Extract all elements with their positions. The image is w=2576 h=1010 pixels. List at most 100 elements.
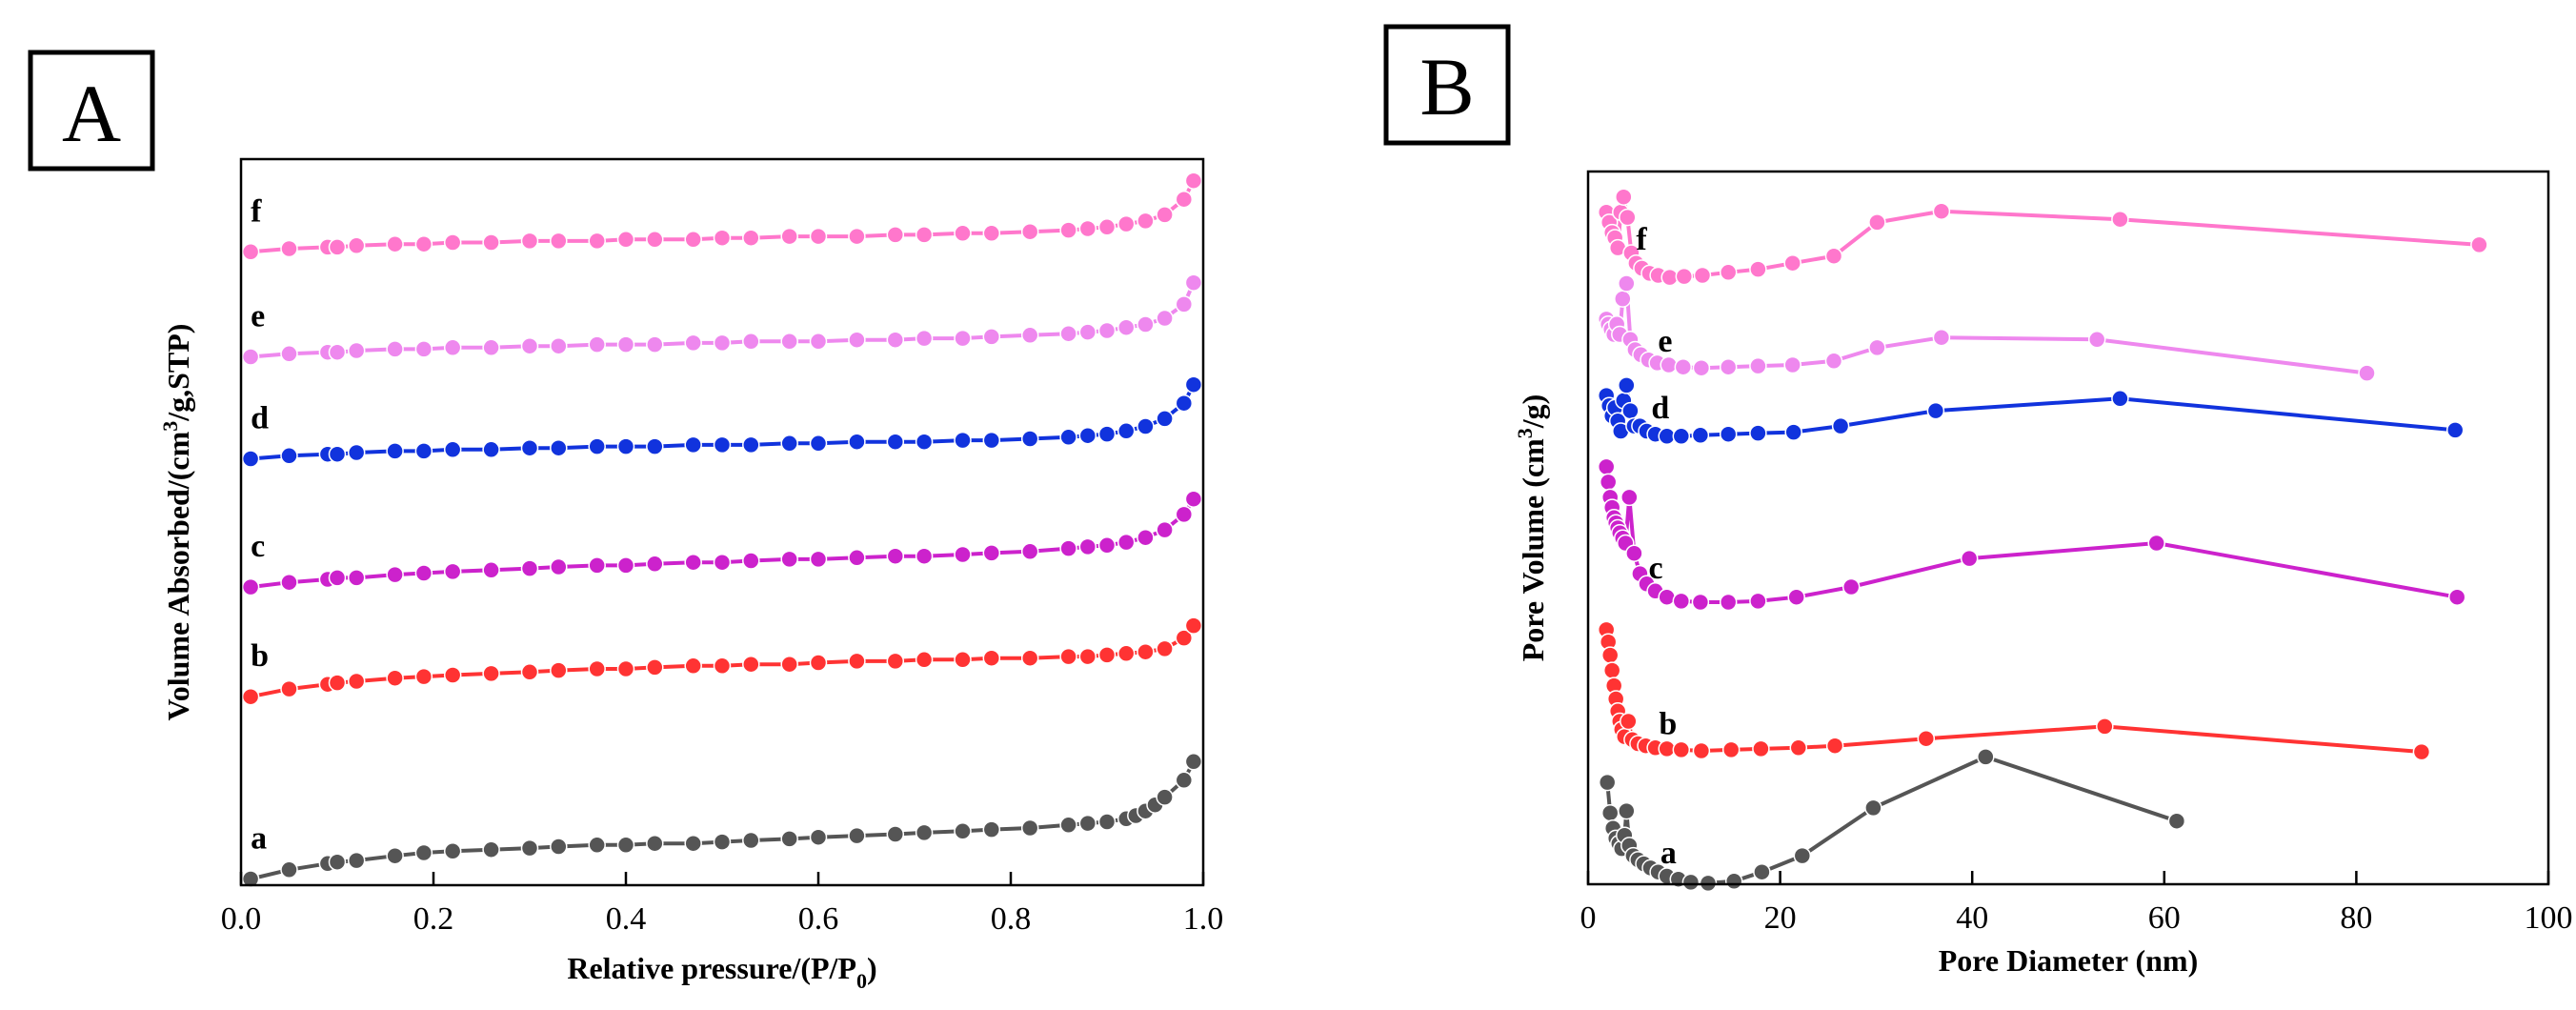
series-a-point [1175,771,1194,790]
series-a-point [482,840,500,858]
series-c-point [414,564,433,582]
series-f-point [1932,202,1951,220]
series-b-point [1789,738,1808,758]
chart-b-pore-distribution: 0 20 40 60 80 100 a b c de f Pore Diameter (nm) P… [1513,170,2573,978]
series-c-point [241,577,260,596]
series-c-point [809,550,828,569]
series-c-point [328,569,347,587]
series-e-point [1618,274,1636,293]
series-d-point [915,433,934,451]
series-b-point [2412,742,2431,761]
series-e-point [1175,295,1194,313]
series-b-point [684,656,702,676]
series-a-point [1753,862,1771,881]
series-c-point [386,565,404,584]
series-a-point [809,828,828,846]
series-f-point [2470,235,2488,254]
chart-a-x-axis-title: Relative pressure/(P/P0) [567,951,876,993]
x-tick-label: 1.0 [1183,901,1224,937]
series-b-point [780,655,798,674]
series-c-point [280,573,298,592]
series-b-point [414,667,433,686]
series-e-point [1184,273,1203,292]
chart-a-series-labels: a b c d e f [251,193,269,856]
series-a-point [1598,773,1617,792]
series-c-point [588,556,606,575]
series-c-point [982,544,1001,562]
series-e-point [915,329,934,348]
series-d-point [1020,430,1039,448]
series-b-point [443,666,462,684]
series-b-point [1721,740,1741,759]
series-a-point [616,836,635,855]
series-d-point [684,435,702,454]
series-c-point [780,550,798,569]
series-e-point [550,336,568,355]
series-d-label: d [251,401,269,436]
series-c-point [1597,457,1616,476]
series-d-point [646,437,664,455]
series-b-point [982,649,1001,667]
series-e-point [2087,331,2106,349]
series-b-point [482,664,500,683]
series-f-point [1619,208,1637,227]
series-c-point [848,549,866,567]
chart-a-marks [241,172,1203,888]
series-a-point [1020,818,1039,838]
series-e-point [1674,357,1693,376]
series-f-point [1719,263,1738,282]
series-b-point [520,663,539,681]
series-a-point [550,838,568,856]
series-f-point [1078,219,1097,238]
series-a-point [1156,788,1174,806]
x-tick-label: 0 [1580,900,1597,936]
series-c-point [1625,544,1643,562]
series-e-point [241,348,260,366]
x-tick-label: 100 [2525,900,2573,936]
series-d-point [520,438,539,457]
series-c-point [1117,533,1136,552]
series-b-point [1672,740,1691,759]
series-d-point [1117,422,1136,440]
chart-a-isotherms: 0.0 0.2 0.4 0.6 0.8 1.0 a b c d e f Relative press… [158,157,1224,993]
series-f-point [742,229,760,247]
series-c-line [1604,466,2458,604]
x-tick-label: 0.4 [606,901,647,937]
series-b-point [2096,717,2114,736]
series-a-point [915,823,934,842]
series-a-point [1618,801,1636,820]
series-b-point [809,654,828,672]
series-f-point [1117,214,1136,233]
series-a-point [328,853,347,871]
series-e-point [1749,356,1767,375]
series-a-label: a [251,821,267,857]
series-e-point [414,340,433,358]
series-a-point [780,830,798,848]
series-e-line [1604,283,2367,375]
series-b-point [347,672,366,691]
series-c-point [742,552,760,570]
series-a-point [742,831,760,850]
series-f-point [1783,253,1801,273]
series-e-point [1059,324,1077,343]
series-a-point [1600,803,1620,822]
series-e-point [886,331,905,349]
series-f-point [848,227,866,246]
series-f-label: f [1636,222,1647,257]
series-e-label: e [251,299,265,334]
series-e-point [713,333,732,353]
series-d-point [713,435,732,454]
series-c-point [550,557,568,576]
series-d-point [1184,375,1203,394]
series-b-point [1825,737,1844,755]
series-f-point [280,239,298,258]
series-f-point [414,234,433,253]
series-f-point [616,231,635,249]
series-f-point [1156,206,1174,224]
series-f-point [1675,267,1694,286]
series-a-line [1605,755,2178,885]
x-tick-label: 0.6 [798,901,839,937]
series-d-point [1926,401,1945,420]
series-b-point [1156,639,1174,658]
